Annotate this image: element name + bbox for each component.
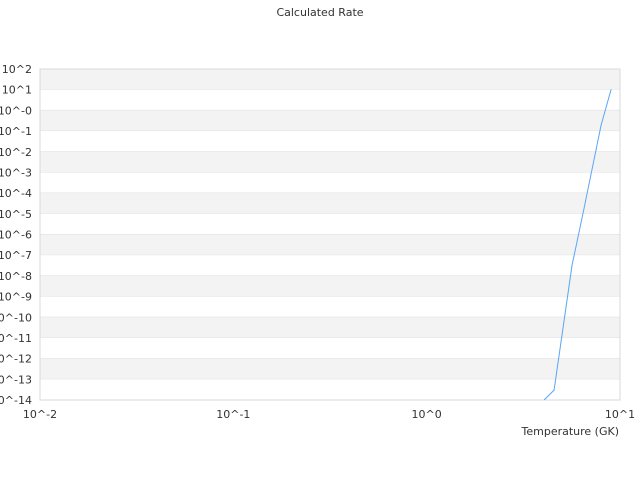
y-tick-label: 10^-6 <box>0 229 32 242</box>
y-axis: 10^2 10^1 10^-0 10^-1 10^-2 10^-3 10^-4 10^-5 10… <box>0 63 32 407</box>
y-tick-label: 10^-12 <box>0 353 32 366</box>
x-axis: 10^-2 10^-1 10^0 10^1 <box>23 408 635 421</box>
y-tick-label: 10^-5 <box>0 208 32 221</box>
series-line <box>543 89 612 400</box>
y-tick-label: 10^-1 <box>0 125 32 138</box>
grid-band <box>40 151 620 173</box>
y-tick-label: 10^-10 <box>0 311 32 324</box>
grid-band <box>40 131 620 152</box>
grid-band <box>40 275 620 297</box>
grid-band <box>40 296 620 318</box>
y-tick-label: 10^-4 <box>0 187 32 200</box>
grid-band <box>40 213 620 235</box>
grid-band <box>40 358 620 380</box>
grid-band <box>40 255 620 276</box>
x-tick-label: 10^1 <box>605 408 635 421</box>
grid-band <box>40 69 620 90</box>
y-tick-label: 10^-11 <box>0 332 32 345</box>
plot-frame <box>39 68 621 401</box>
y-tick-label: 10^-9 <box>0 291 32 304</box>
y-tick-label: 10^-13 <box>0 373 32 386</box>
grid-bands <box>40 69 620 401</box>
y-tick-label: 10^-14 <box>0 394 32 407</box>
x-tick-label: 10^-2 <box>23 408 57 421</box>
chart-title: Calculated Rate <box>276 6 363 19</box>
grid-band <box>40 89 620 111</box>
grid-band <box>40 110 620 132</box>
grid-band <box>40 379 620 400</box>
y-tick-label: 10^-8 <box>0 270 32 283</box>
grid-band <box>40 337 620 359</box>
y-tick-label: 10^-0 <box>0 104 32 117</box>
grid-band <box>40 193 620 214</box>
x-tick-label: 10^-1 <box>216 408 250 421</box>
x-axis-label: Temperature (GK) <box>521 425 620 438</box>
x-tick-label: 10^0 <box>412 408 442 421</box>
y-tick-label: 10^-2 <box>0 146 32 159</box>
grid-band <box>40 234 620 256</box>
y-tick-label: 10^-7 <box>0 249 32 262</box>
y-tick-label: 10^-3 <box>0 166 32 179</box>
y-tick-label: 10^2 <box>2 63 32 76</box>
grid-band <box>40 172 620 194</box>
grid-band <box>40 317 620 338</box>
y-tick-label: 10^1 <box>2 84 32 97</box>
